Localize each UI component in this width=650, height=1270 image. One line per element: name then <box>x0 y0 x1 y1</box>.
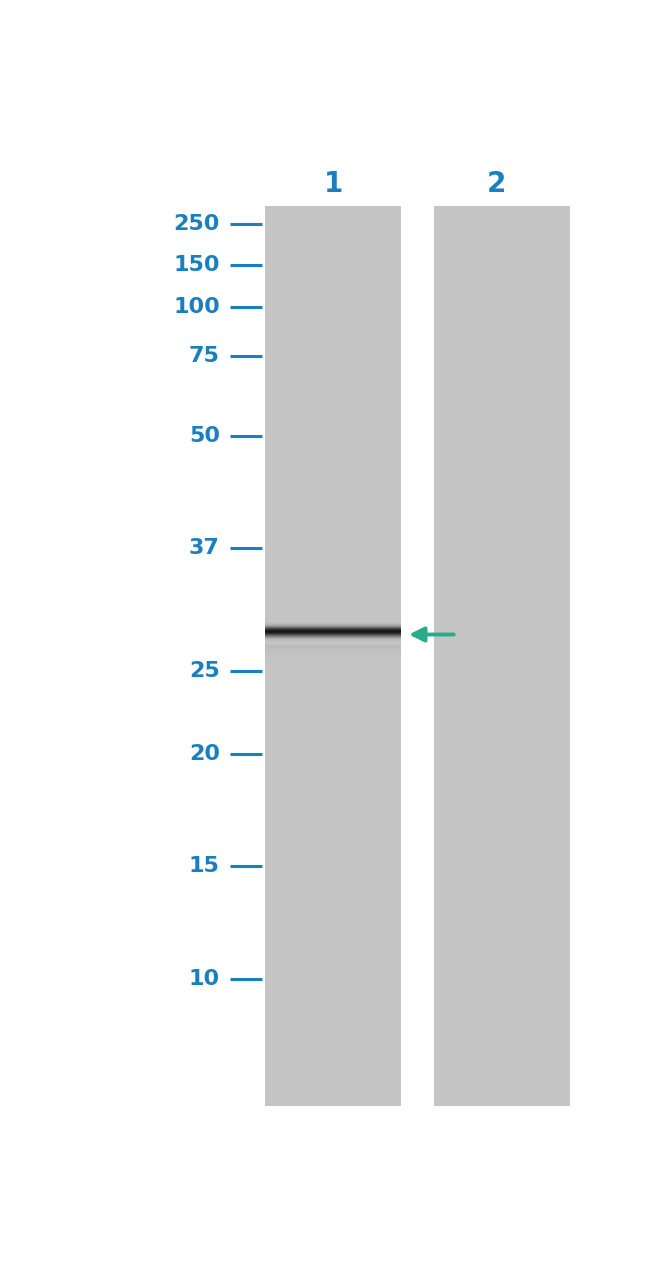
Text: 10: 10 <box>188 969 220 989</box>
Text: 100: 100 <box>173 297 220 318</box>
Text: 50: 50 <box>188 425 220 446</box>
Bar <box>434 206 570 1106</box>
Bar <box>265 206 401 1106</box>
Text: 2: 2 <box>487 170 506 198</box>
Text: 15: 15 <box>189 856 220 876</box>
Text: 25: 25 <box>189 660 220 681</box>
Text: 1: 1 <box>324 170 343 198</box>
Text: 75: 75 <box>189 345 220 366</box>
Text: 150: 150 <box>174 255 220 274</box>
Text: 20: 20 <box>188 744 220 763</box>
Text: 37: 37 <box>189 538 220 559</box>
Text: 250: 250 <box>174 213 220 234</box>
